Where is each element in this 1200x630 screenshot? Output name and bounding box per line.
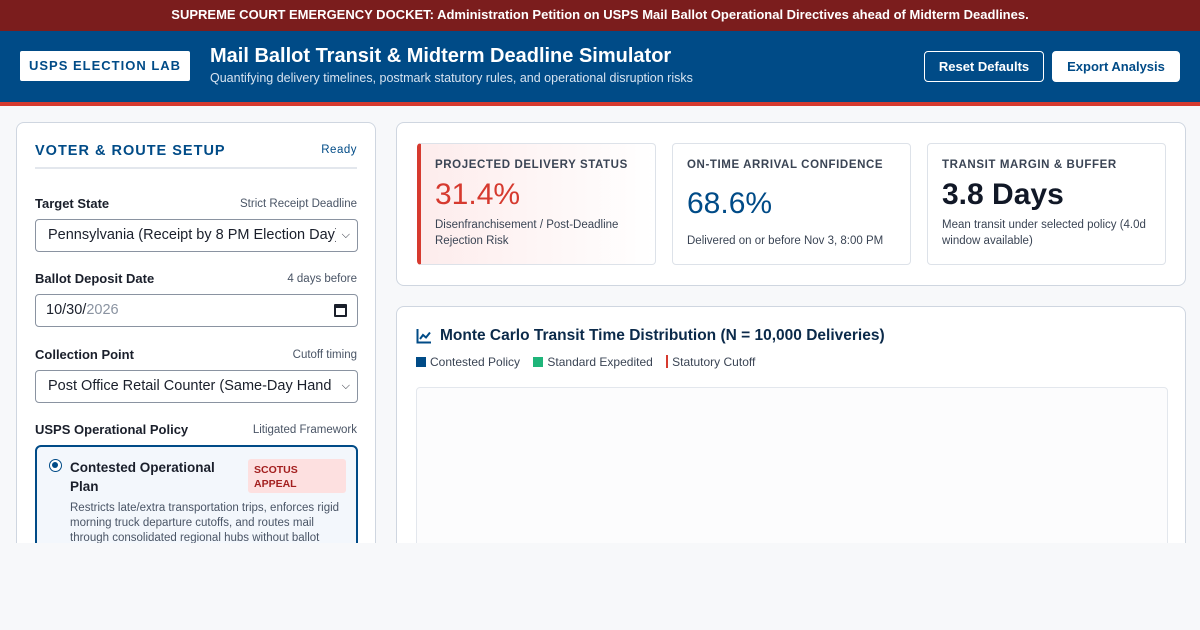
emergency-alert-banner: SUPREME COURT EMERGENCY DOCKET: Administ… <box>0 0 1200 31</box>
legend-expedited: Standard Expedited <box>533 355 653 369</box>
target-state-label: Target State <box>35 196 110 211</box>
viewport-fold <box>0 543 1200 630</box>
delivery-status-card: PROJECTED DELIVERY STATUS 31.4% Disenfra… <box>417 143 656 265</box>
legend-label-cutoff: Statutory Cutoff <box>672 355 756 369</box>
deposit-date-year: 2026 <box>86 302 119 318</box>
transit-margin-label: TRANSIT MARGIN & BUFFER <box>942 159 1117 171</box>
reset-defaults-button[interactable]: Reset Defaults <box>924 51 1044 82</box>
line-chart-icon <box>416 329 431 344</box>
legend-swatch-expedited <box>533 357 544 367</box>
delivery-status-desc: Disenfranchisement / Post-Deadline Rejec… <box>435 219 619 247</box>
deposit-date-input[interactable]: 10/30/2026 <box>35 294 358 327</box>
brand-logo: USPS ELECTION LAB <box>20 51 191 81</box>
policy-label: USPS Operational Policy <box>35 422 189 437</box>
legend-contested: Contested Policy <box>416 355 520 369</box>
page-title: Mail Ballot Transit & Midterm Deadline S… <box>210 45 672 67</box>
arrival-confidence-value: 68.6% <box>687 187 773 220</box>
policy-hint: Litigated Framework <box>252 424 357 436</box>
setup-panel-title: VOTER & ROUTE SETUP <box>35 143 226 159</box>
scotus-appeal-badge: SCOTUS APPEAL <box>248 459 346 493</box>
arrival-confidence-card: ON-TIME ARRIVAL CONFIDENCE 68.6% Deliver… <box>672 143 911 265</box>
summary-stats-panel: PROJECTED DELIVERY STATUS 31.4% Disenfra… <box>396 122 1186 286</box>
radio-selected-dot <box>52 462 58 468</box>
collection-point-hint: Cutoff timing <box>292 349 357 361</box>
chart-title: Monte Carlo Transit Time Distribution (N… <box>440 327 885 344</box>
export-analysis-button[interactable]: Export Analysis <box>1052 51 1180 82</box>
chart-legend: Contested Policy Standard Expedited Stat… <box>416 355 765 369</box>
arrival-confidence-label: ON-TIME ARRIVAL CONFIDENCE <box>687 159 884 171</box>
transit-margin-value: 3.8 Days <box>942 178 1064 211</box>
deposit-date-label: Ballot Deposit Date <box>35 271 155 286</box>
page-subtitle: Quantifying delivery timelines, postmark… <box>210 71 693 85</box>
legend-swatch-cutoff <box>666 355 669 368</box>
policy-option-contested[interactable]: Contested Operational Plan SCOTUS APPEAL… <box>35 445 358 575</box>
target-state-value: Pennsylvania (Receipt by 8 PM Election D… <box>48 227 336 243</box>
policy-radio[interactable] <box>49 459 62 472</box>
chevron-down-icon: ⌵ <box>341 380 350 392</box>
delivery-status-label: PROJECTED DELIVERY STATUS <box>435 159 628 171</box>
legend-swatch-contested <box>416 357 426 367</box>
collection-point-label: Collection Point <box>35 347 134 362</box>
legend-label-contested: Contested Policy <box>430 355 521 369</box>
policy-option-name: Contested Operational Plan <box>70 460 215 494</box>
arrival-confidence-desc: Delivered on or before Nov 3, 8:00 PM <box>687 235 884 247</box>
target-state-select[interactable]: Pennsylvania (Receipt by 8 PM Election D… <box>35 219 358 252</box>
legend-label-expedited: Standard Expedited <box>547 355 653 369</box>
deposit-date-month-day: 10/30/ <box>46 302 87 318</box>
delivery-status-value: 31.4% <box>435 178 521 211</box>
transit-margin-card: TRANSIT MARGIN & BUFFER 3.8 Days Mean tr… <box>927 143 1166 265</box>
chevron-down-icon: ⌵ <box>341 229 350 241</box>
app-header: USPS ELECTION LAB Mail Ballot Transit & … <box>0 31 1200 106</box>
collection-point-value: Post Office Retail Counter (Same-Day Han… <box>48 378 336 394</box>
deposit-date-hint: 4 days before <box>287 273 357 285</box>
collection-point-select[interactable]: Post Office Retail Counter (Same-Day Han… <box>35 370 358 403</box>
divider <box>35 167 357 169</box>
policy-option-description: Restricts late/extra transportation trip… <box>70 502 340 544</box>
voter-route-setup-panel: VOTER & ROUTE SETUP Ready Target State S… <box>16 122 376 575</box>
setup-status-badge: Ready <box>321 144 357 156</box>
transit-margin-desc: Mean transit under selected policy (4.0d… <box>942 219 1146 247</box>
target-state-hint: Strict Receipt Deadline <box>240 198 357 210</box>
calendar-icon[interactable] <box>334 304 347 317</box>
legend-cutoff: Statutory Cutoff <box>666 355 755 369</box>
